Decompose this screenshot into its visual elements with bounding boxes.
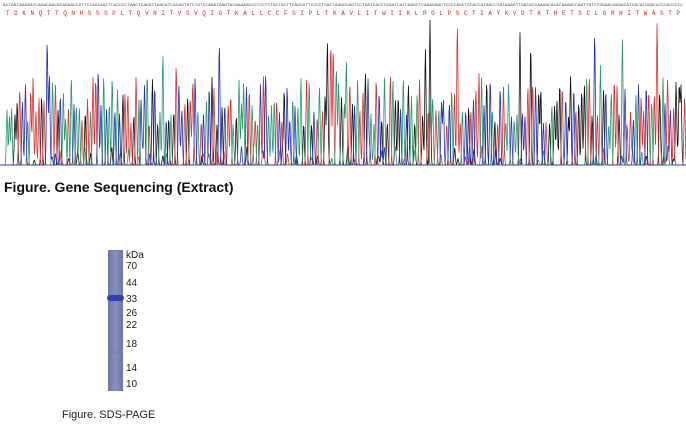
protein-band [107, 295, 124, 301]
gel-lane [108, 250, 123, 391]
protein-sequence: T D K N Q T T Q N H S S S P L T Q V N I … [6, 10, 680, 17]
gel-caption: Figure. SDS-PAGE [62, 409, 155, 421]
ladder-label: 26 [126, 308, 138, 319]
ladder-label: 14 [126, 363, 138, 374]
trace [0, 38, 686, 166]
ladder-unit: kDa [126, 250, 144, 261]
ladder-label: 22 [126, 320, 138, 331]
ladder-label: 18 [126, 339, 138, 350]
ladder-label: 33 [126, 294, 138, 305]
faint-band [108, 351, 123, 354]
chromatogram [0, 19, 686, 166]
ladder-label: 70 [126, 261, 138, 272]
ladder-label: 10 [126, 379, 138, 390]
ladder-label: 44 [126, 278, 138, 289]
dna-sequence: ACTGATAAGAATCAGACAACACAGAACCATTCCAGCAGCT… [3, 4, 684, 8]
sequencing-caption: Figure. Gene Sequencing (Extract) [4, 179, 234, 195]
